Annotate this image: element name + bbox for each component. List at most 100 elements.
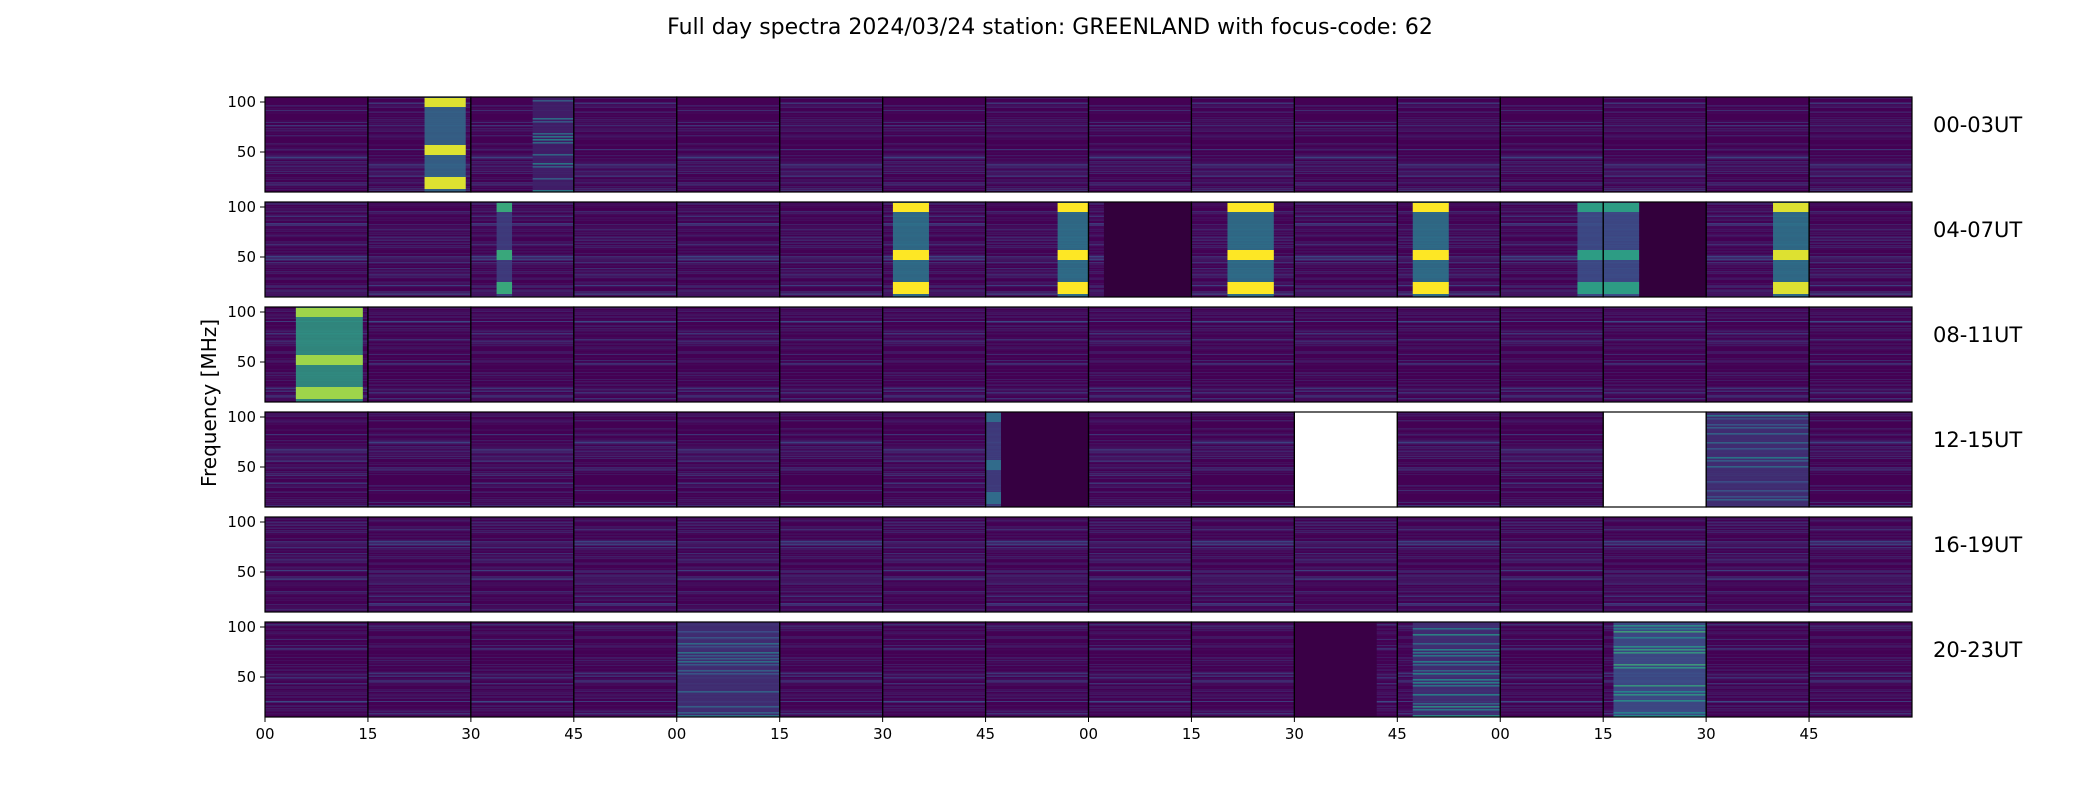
spectra-row: 100 50 16-19UT — [227, 513, 2022, 613]
spectrum-panel — [1809, 517, 1912, 612]
spectrum-burst — [295, 307, 363, 402]
spectrum-burst — [1577, 202, 1604, 297]
spectrum-panel — [882, 97, 986, 192]
spectrum-burst — [1613, 622, 1707, 717]
spectrum-panel — [676, 517, 780, 612]
spectrum-panel — [1088, 412, 1192, 507]
x-tick-label: 00 — [255, 725, 274, 743]
spectrum-panel — [1603, 517, 1707, 612]
spectrum-panel — [1706, 97, 1810, 192]
x-tick-label: 45 — [564, 725, 583, 743]
row-time-label: 16-19UT — [1933, 533, 2022, 557]
spectrum-panel — [1809, 412, 1912, 507]
spectrum-burst — [424, 97, 466, 192]
spectra-row: 100 50 12-15UT — [227, 408, 2022, 508]
spectrum-panel — [779, 412, 883, 507]
spectrum-panel — [1809, 307, 1912, 402]
spectrum-burst — [1227, 202, 1274, 297]
spectrum-panel — [1191, 412, 1295, 507]
spectrum-panel — [470, 622, 574, 717]
spectrum-panel — [1603, 97, 1707, 192]
x-tick-label: 00 — [667, 725, 686, 743]
spectrum-panel — [573, 517, 677, 612]
spectrum-panel — [1397, 307, 1501, 402]
x-tick-label: 15 — [770, 725, 789, 743]
missing-spectrum-panel — [1294, 412, 1398, 507]
spectrum-burst — [1103, 202, 1192, 297]
spectra-row: 100 50 20-23UT — [227, 618, 2022, 718]
spectrum-burst — [496, 202, 513, 297]
spectrum-panel — [1294, 97, 1398, 192]
spectrum-panel — [1809, 622, 1912, 717]
spectrum-panel — [1397, 412, 1501, 507]
spectrum-panel — [573, 202, 677, 297]
spectrum-burst — [1639, 202, 1707, 297]
spectrum-panel — [779, 622, 883, 717]
spectrum-panel — [1809, 97, 1912, 192]
spectrum-panel — [470, 412, 574, 507]
row-time-label: 20-23UT — [1933, 638, 2022, 662]
spectrum-panel — [265, 517, 368, 612]
spectrum-panel — [265, 622, 368, 717]
y-tick-label: 50 — [237, 353, 256, 371]
panel-frame — [1808, 516, 1913, 613]
spectrum-panel — [985, 517, 1089, 612]
spectra-row: 100 50 04-07UT — [227, 198, 2022, 298]
spectrum-panel — [1397, 97, 1501, 192]
chart-title: Full day spectra 2024/03/24 station: GRE… — [667, 15, 1433, 40]
spectrum-panel — [779, 517, 883, 612]
spectrum-panel — [1294, 202, 1398, 297]
spectrum-panel — [882, 622, 986, 717]
spectrum-panel — [1397, 517, 1501, 612]
spectrum-panel — [1191, 307, 1295, 402]
panel-frame — [1808, 201, 1913, 298]
y-tick-label: 50 — [237, 563, 256, 581]
spectrum-panel — [1809, 202, 1912, 297]
spectrum-panel — [985, 622, 1089, 717]
x-tick-label: 45 — [976, 725, 995, 743]
spectrum-panel — [367, 412, 471, 507]
spectrum-panel — [1500, 517, 1604, 612]
spectrum-panel — [573, 622, 677, 717]
spectrum-panel — [367, 622, 471, 717]
panel-frame — [1808, 621, 1913, 718]
spectrum-burst — [1057, 202, 1089, 297]
x-tick-label: 15 — [1182, 725, 1201, 743]
x-tick-label: 30 — [1285, 725, 1304, 743]
spectrum-panel — [1294, 307, 1398, 402]
spectrum-panel — [1706, 307, 1810, 402]
spectrum-panel — [1191, 97, 1295, 192]
x-tick-label: 45 — [1388, 725, 1407, 743]
spectrum-burst — [985, 412, 1001, 507]
spectrum-panel — [573, 412, 677, 507]
y-axis-label: Frequency [MHz] — [197, 319, 221, 487]
y-tick-label: 50 — [237, 143, 256, 161]
spectrum-panel — [882, 307, 986, 402]
spectrum-burst — [1603, 202, 1640, 297]
spectra-row: 100 50 08-11UT — [227, 303, 2022, 403]
spectrum-panel — [1294, 517, 1398, 612]
spectrum-panel — [779, 97, 883, 192]
spectrum-panel — [676, 307, 780, 402]
spectrum-panel — [265, 97, 368, 192]
x-tick-label: 30 — [873, 725, 892, 743]
spectrum-panel — [1500, 307, 1604, 402]
x-tick-label: 15 — [358, 725, 377, 743]
panel-rows: 100 50 00-03UT 100 50 04-07UT 100 50 08-11UT 100 5… — [227, 93, 2022, 718]
missing-spectrum-panel — [1603, 412, 1707, 507]
spectrum-panel — [1500, 97, 1604, 192]
spectrum-panel — [367, 202, 471, 297]
y-tick-label: 100 — [227, 408, 256, 426]
x-tick-label: 00 — [1491, 725, 1510, 743]
spectrum-panel — [779, 202, 883, 297]
spectrum-panel — [367, 307, 471, 402]
spectrum-panel — [470, 307, 574, 402]
spectrum-panel — [882, 412, 986, 507]
spectrum-burst — [1773, 202, 1810, 297]
panel-frame — [1808, 96, 1913, 193]
spectrum-panel — [1500, 622, 1604, 717]
spectrum-burst — [532, 97, 574, 192]
spectrum-panel — [1706, 622, 1810, 717]
spectrum-panel — [985, 97, 1089, 192]
y-tick-label: 100 — [227, 93, 256, 111]
